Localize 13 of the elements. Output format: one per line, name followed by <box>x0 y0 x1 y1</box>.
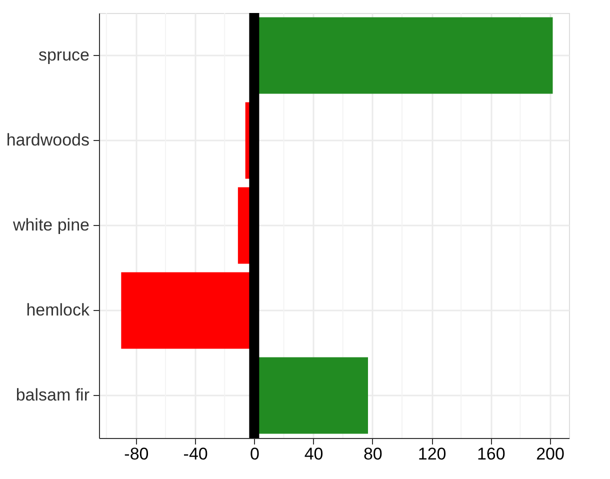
x-tick-label: -80 <box>124 444 149 464</box>
x-tick-label: 200 <box>536 444 564 464</box>
x-tick-label: 0 <box>250 444 260 464</box>
y-tick-label: white pine <box>12 216 90 234</box>
y-tick-label: hemlock <box>26 300 90 320</box>
x-tick-label: 40 <box>304 444 324 464</box>
x-tick-label: 120 <box>418 444 446 464</box>
y-tick-label: hardwoods <box>6 130 90 150</box>
x-tick-label: -40 <box>183 444 208 464</box>
x-tick-label: 80 <box>363 444 382 464</box>
x-tick-label: 160 <box>476 444 506 464</box>
y-tick-label: spruce <box>38 46 90 64</box>
y-tick-label: balsam fir <box>16 386 90 404</box>
